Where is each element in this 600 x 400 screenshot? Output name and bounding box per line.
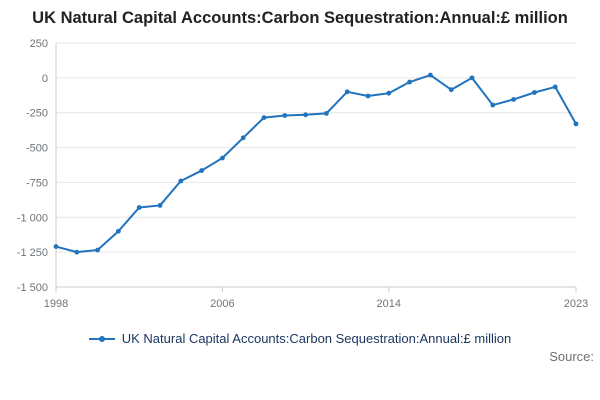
svg-text:2006: 2006 — [210, 298, 234, 310]
svg-text:250: 250 — [30, 38, 48, 50]
series-line-marker-icon — [88, 335, 115, 342]
svg-text:-1 250: -1 250 — [17, 248, 48, 260]
source-label: Source: — [549, 349, 594, 365]
svg-text:-1 500: -1 500 — [17, 282, 48, 294]
svg-text:-250: -250 — [26, 108, 48, 120]
svg-text:2014: 2014 — [377, 298, 401, 310]
svg-text:0: 0 — [42, 73, 48, 85]
svg-text:-1 000: -1 000 — [17, 213, 48, 225]
legend-item[interactable]: UK Natural Capital Accounts:Carbon Seque… — [0, 331, 600, 346]
legend-label: UK Natural Capital Accounts:Carbon Seque… — [121, 331, 512, 347]
svg-text:2023: 2023 — [564, 298, 588, 310]
svg-text:-500: -500 — [26, 143, 48, 155]
svg-text:-750: -750 — [26, 178, 48, 190]
svg-text:1998: 1998 — [44, 298, 68, 310]
line-chart-plot: 250 0 -250 -500 -750 -1 000 -1 250 -1 500 1998 20… — [17, 38, 588, 310]
chart-title: UK Natural Capital Accounts:Carbon Seque… — [32, 9, 568, 27]
